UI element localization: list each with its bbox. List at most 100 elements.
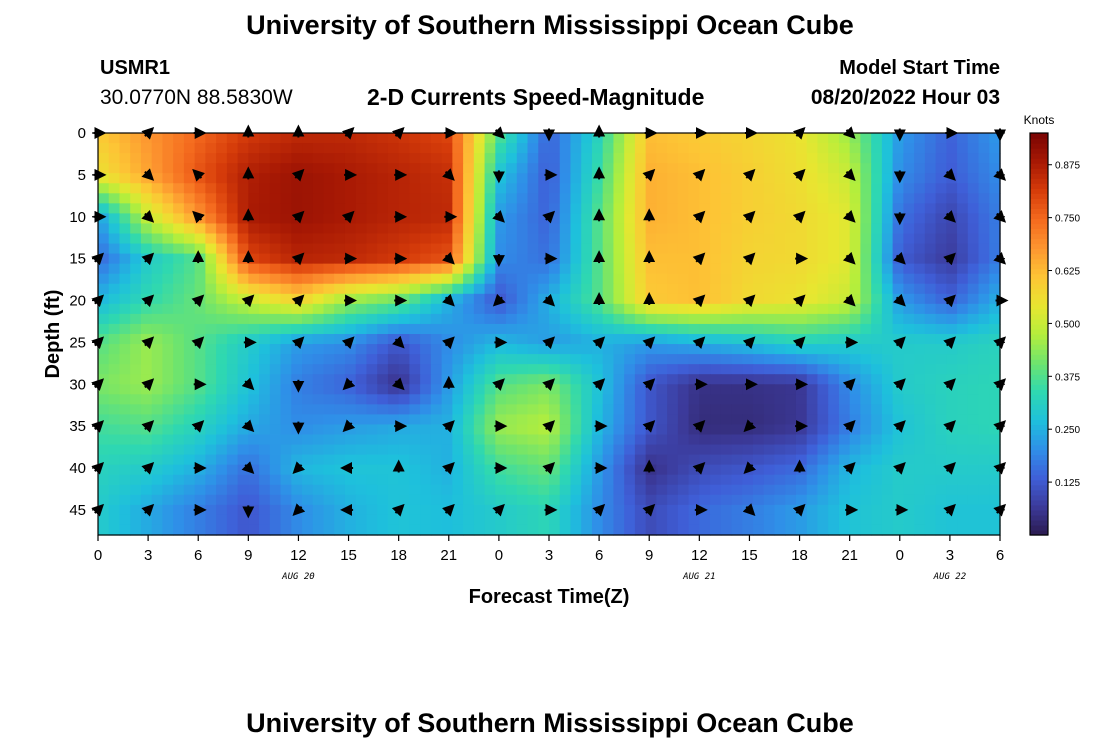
- heatmap-cell: [194, 344, 206, 355]
- heatmap-cell: [645, 283, 657, 295]
- heatmap-cell: [430, 293, 443, 305]
- heatmap-cell: [602, 394, 615, 405]
- heatmap-cell: [506, 404, 518, 415]
- page-title: University of Southern Mississippi Ocean…: [246, 10, 854, 40]
- heatmap-cell: [334, 524, 346, 536]
- heatmap-cell: [430, 484, 443, 496]
- heatmap-cell: [506, 354, 518, 365]
- heatmap-cell: [806, 424, 819, 436]
- x-tick-label: 0: [495, 547, 503, 564]
- heatmap-cell: [602, 203, 615, 214]
- heatmap-cell: [173, 384, 185, 395]
- heatmap-cell: [140, 434, 153, 446]
- heatmap-cell: [903, 514, 915, 526]
- heatmap-cell: [302, 344, 314, 355]
- heatmap-cell: [130, 354, 142, 365]
- heatmap-cell: [484, 233, 496, 245]
- current-vector-arrow: [692, 420, 706, 433]
- heatmap-cell: [881, 514, 894, 526]
- heatmap-cell: [774, 524, 786, 536]
- heatmap-cell: [978, 494, 990, 506]
- heatmap-cell: [130, 444, 142, 456]
- heatmap-cell: [377, 374, 389, 385]
- heatmap-cell: [581, 424, 593, 436]
- heatmap-cell: [130, 323, 142, 335]
- heatmap-cell: [430, 143, 443, 154]
- heatmap-cell: [828, 334, 840, 345]
- heatmap-cell: [387, 384, 400, 395]
- heatmap-cell: [806, 183, 819, 194]
- heatmap-cell: [667, 474, 679, 486]
- heatmap-cell: [785, 464, 797, 476]
- heatmap-cell: [624, 293, 636, 305]
- heatmap-cell: [291, 414, 303, 426]
- heatmap-cell: [817, 434, 829, 446]
- heatmap-cell: [269, 263, 282, 275]
- heatmap-cell: [806, 334, 819, 345]
- heatmap-cell: [967, 303, 980, 315]
- heatmap-cell: [248, 474, 260, 486]
- heatmap-cell: [441, 323, 453, 335]
- heatmap-cell: [248, 454, 260, 466]
- heatmap-cell: [377, 263, 389, 275]
- heatmap-cell: [248, 344, 260, 355]
- heatmap-cell: [978, 303, 990, 315]
- heatmap-cell: [624, 524, 636, 536]
- heatmap-cell: [559, 133, 572, 144]
- heatmap-cell: [903, 243, 915, 255]
- heatmap-cell: [516, 323, 529, 335]
- heatmap-cell: [763, 223, 776, 235]
- colorbar-segment: [1030, 133, 1048, 139]
- heatmap-cell: [924, 434, 937, 446]
- heatmap-cell: [162, 454, 174, 466]
- heatmap-cell: [452, 223, 464, 235]
- heatmap-cell: [774, 484, 786, 496]
- heatmap-cell: [355, 243, 368, 255]
- heatmap-cell: [903, 484, 915, 496]
- heatmap-cell: [989, 404, 1001, 415]
- heatmap-cell: [602, 364, 615, 375]
- heatmap-cell: [130, 153, 142, 164]
- heatmap-cell: [774, 364, 786, 375]
- heatmap-cell: [452, 474, 464, 486]
- heatmap-cell: [591, 524, 604, 536]
- heatmap-cell: [334, 163, 346, 174]
- heatmap-cell: [710, 303, 722, 315]
- heatmap-cell: [731, 334, 743, 345]
- heatmap-cell: [763, 424, 776, 436]
- heatmap-cell: [484, 183, 496, 194]
- heatmap-cell: [452, 394, 464, 405]
- heatmap-cell: [935, 374, 947, 385]
- heatmap-cell: [881, 384, 894, 395]
- heatmap-cell: [323, 524, 335, 536]
- heatmap-cell: [785, 494, 797, 506]
- heatmap-cell: [140, 494, 153, 506]
- heatmap-cell: [924, 263, 937, 275]
- heatmap-cell: [967, 133, 980, 144]
- heatmap-cell: [645, 293, 657, 305]
- heatmap-cell: [119, 524, 131, 536]
- heatmap-cell: [377, 474, 389, 486]
- heatmap-cell: [838, 323, 851, 335]
- heatmap-cell: [656, 514, 668, 526]
- heatmap-cell: [441, 183, 453, 194]
- heatmap-cell: [924, 334, 937, 345]
- heatmap-cell: [473, 193, 486, 204]
- heatmap-cell: [302, 313, 314, 325]
- heatmap-cell: [463, 243, 475, 255]
- heatmap-cell: [538, 404, 550, 415]
- heatmap-cell: [355, 213, 368, 225]
- heatmap-cell: [881, 143, 894, 154]
- heatmap-cell: [549, 323, 561, 335]
- heatmap-cell: [291, 143, 303, 154]
- heatmap-cell: [602, 344, 615, 355]
- heatmap-cell: [205, 334, 217, 345]
- heatmap-cell: [763, 153, 776, 164]
- heatmap-cell: [344, 233, 357, 245]
- heatmap-cell: [216, 253, 228, 265]
- heatmap-cell: [549, 354, 561, 365]
- heatmap-cell: [334, 454, 346, 466]
- heatmap-cell: [108, 213, 121, 225]
- heatmap-cell: [98, 193, 110, 204]
- heatmap-cell: [430, 374, 443, 385]
